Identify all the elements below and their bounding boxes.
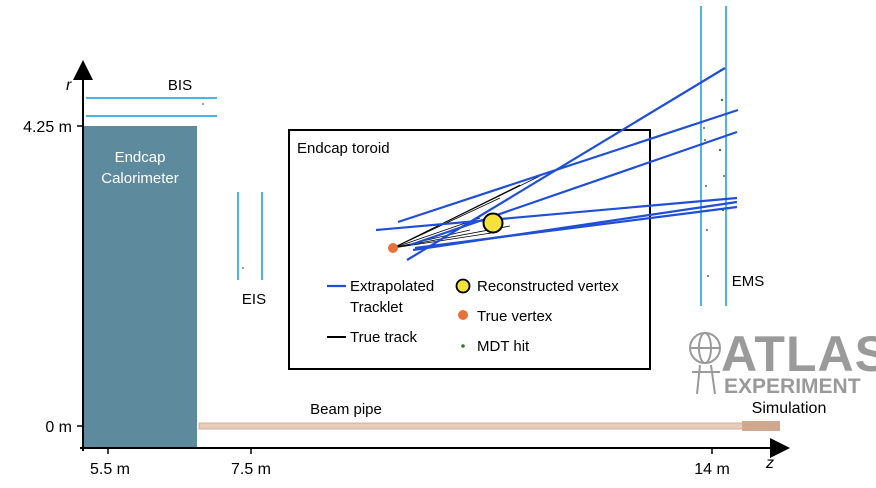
true-tracks	[392, 175, 541, 249]
beam-pipe-end	[742, 421, 780, 431]
tracklet-6	[414, 205, 738, 250]
atlas-logo-main: ATLAS	[721, 326, 876, 382]
legend-tracklet-label-1: Extrapolated	[350, 278, 434, 295]
bis-label: BIS	[168, 77, 192, 94]
tracklet-1	[406, 67, 726, 261]
extrapolated-tracklets	[375, 67, 739, 261]
eis-label: EIS	[242, 291, 266, 308]
z-tick-label-14: 14 m	[694, 461, 730, 478]
ems-label: EMS	[732, 273, 765, 290]
r-tick-label-0: 0 m	[45, 419, 72, 436]
reconstructed-vertex-marker	[482, 212, 504, 234]
endcap-calorimeter	[83, 126, 197, 448]
atlas-logo-sub: EXPERIMENT	[724, 375, 861, 398]
mdt-hits-ems	[202, 69, 725, 277]
legend-true-track-label: True track	[350, 329, 417, 346]
legend-mdt-hit-swatch	[461, 344, 465, 348]
r-tick-label-4-25: 4.25 m	[23, 119, 72, 136]
z-tick-label-5-5: 5.5 m	[90, 461, 130, 478]
calorimeter-label-line2: Calorimeter	[101, 170, 179, 187]
legend: Extrapolated Tracklet True track Reconst…	[327, 278, 619, 355]
beam-pipe-label: Beam pipe	[310, 401, 382, 418]
tracklet-3	[409, 130, 738, 247]
atlas-logo: ATLAS EXPERIMENT Simulation	[689, 326, 876, 417]
endcap-toroid-box	[288, 129, 651, 370]
true-vertex-marker	[388, 243, 398, 253]
legend-reco-vertex-label: Reconstructed vertex	[477, 278, 619, 295]
simulation-label: Simulation	[752, 400, 827, 417]
legend-mdt-hit-label: MDT hit	[477, 338, 530, 355]
r-axis-label: r	[66, 77, 72, 94]
tracklet-4	[375, 196, 738, 232]
legend-reco-vertex-swatch	[455, 278, 471, 294]
legend-true-vertex-swatch	[458, 310, 468, 320]
z-axis-label: z	[765, 455, 774, 472]
tracklet-2	[397, 108, 739, 224]
atlas-figure-icon	[689, 332, 721, 395]
z-tick-label-7-5: 7.5 m	[231, 461, 271, 478]
endcap-toroid-label: Endcap toroid	[297, 140, 390, 157]
legend-tracklet-label-2: Tracklet	[350, 299, 404, 316]
calorimeter-label-line1: Endcap	[115, 149, 166, 166]
legend-true-vertex-label: True vertex	[477, 308, 553, 325]
beam-pipe	[198, 422, 780, 430]
